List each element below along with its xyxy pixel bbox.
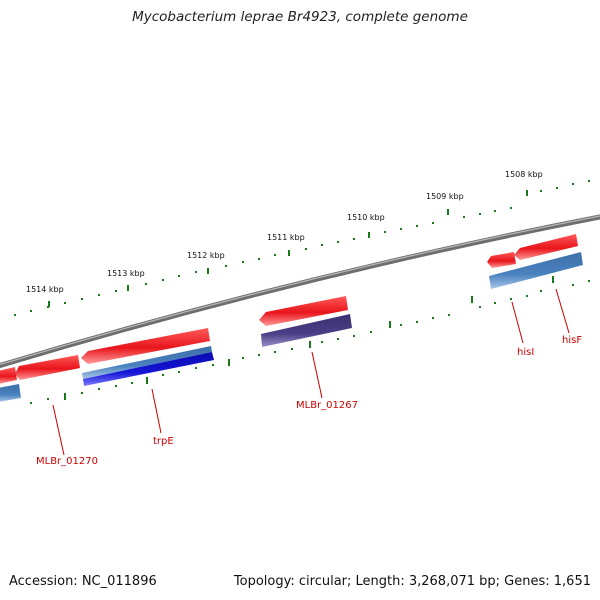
gene-label-hisI[interactable]: hisI: [517, 347, 534, 358]
tick-label-1509: 1509 kbp: [426, 192, 464, 201]
annotation-feature-his[interactable]: [489, 252, 583, 289]
genome-summary-text: Topology: circular; Length: 3,268,071 bp…: [233, 574, 591, 589]
gene-feature-trpE[interactable]: [81, 328, 210, 364]
outer-tick-track: [14, 180, 590, 316]
gene-feature-hisF[interactable]: [514, 234, 578, 260]
label-leaders: [52, 288, 570, 456]
tick-label-1508: 1508 kbp: [505, 170, 543, 179]
tick-label-1510: 1510 kbp: [347, 213, 385, 222]
gene-label-MLBr_01270[interactable]: MLBr_01270: [36, 456, 98, 467]
tick-label-1511: 1511 kbp: [267, 233, 305, 242]
gene-feature-left-edge[interactable]: [0, 367, 17, 384]
accession-text: Accession: NC_011896: [9, 574, 157, 589]
inner-tick-track: [30, 280, 590, 404]
annotation-feature-trpE-upper[interactable]: [82, 346, 212, 379]
gene-label-hisF[interactable]: hisF: [562, 335, 582, 346]
annotation-feature-trpE[interactable]: [83, 352, 214, 386]
genome-backbone: [0, 214, 600, 369]
tick-label-1514: 1514 kbp: [26, 285, 64, 294]
inner-major-ticks: [64, 276, 554, 400]
map-title: Mycobacterium leprae Br4923, complete ge…: [132, 9, 468, 25]
gene-feature-MLBr_01267[interactable]: [259, 296, 348, 326]
annotation-feature-MLBr_01267[interactable]: [261, 314, 352, 347]
gene-label-trpE[interactable]: trpE: [153, 436, 174, 447]
gene-feature-hisI[interactable]: [487, 252, 516, 268]
gene-feature-MLBr_01270[interactable]: [15, 355, 80, 380]
outer-major-ticks: [48, 190, 528, 307]
gene-label-MLBr_01267[interactable]: MLBr_01267: [296, 400, 358, 411]
annotation-feature-left-edge[interactable]: [0, 384, 21, 402]
tick-label-1513: 1513 kbp: [107, 269, 145, 278]
genome-backbone-highlight: [0, 215, 600, 366]
tick-label-1512: 1512 kbp: [187, 251, 225, 260]
